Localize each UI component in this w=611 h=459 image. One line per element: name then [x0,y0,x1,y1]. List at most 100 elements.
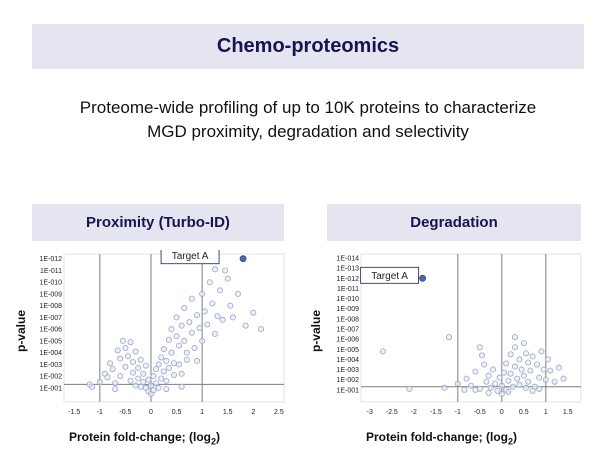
data-point [522,350,529,357]
data-point [211,266,218,273]
y-tick-label: 1E-013 [336,266,359,273]
data-point [509,383,516,390]
data-point [165,364,172,371]
data-point [204,321,211,328]
data-point [472,368,479,375]
y-tick-label: 1E-001 [39,385,62,392]
y-tick-label: 1E-006 [39,327,62,334]
x-tick-label: -1 [97,409,103,416]
data-point [494,387,501,394]
y-tick-label: 1E-009 [39,291,62,298]
data-point [163,386,170,393]
data-point [140,370,147,377]
data-point [520,372,527,379]
data-point [380,348,387,355]
data-point [186,319,193,326]
x-tick-label: 1.5 [563,409,573,416]
x-tick-label: -1.5 [68,409,80,416]
data-point [109,366,116,373]
data-point [527,367,534,374]
data-point [176,342,183,349]
y-tick-label: 1E-010 [336,296,359,303]
data-point [176,361,183,368]
data-point [181,337,188,344]
data-point [168,349,175,356]
x-tick-label: 2.5 [274,409,284,416]
data-point [206,279,213,286]
data-point [96,379,103,386]
chart-2-xlabel: Protein fold-change; (log2) [366,430,517,446]
data-point [551,378,558,385]
data-point [165,336,172,343]
y-tick-label: 1E-011 [40,268,62,275]
y-tick-label: 1E-010 [39,280,62,287]
data-point [516,356,523,363]
data-point [540,366,547,373]
annotation-label: Target A [371,271,408,282]
annotation-box [160,250,220,265]
x-tick-label: 1 [200,409,204,416]
header-banner: Chemo-proteomics [32,24,584,69]
data-point [178,322,185,329]
data-point [137,356,144,363]
y-tick-label: 1E-004 [39,350,62,357]
data-point [227,302,234,309]
data-point [104,374,111,381]
subtitle-line-1: Proteome-wide profiling of up to 10K pro… [79,98,537,117]
data-point [132,348,139,355]
data-point [145,376,152,383]
data-point [183,349,190,356]
x-tick-label: 0.5 [172,409,182,416]
data-point [533,361,540,368]
chart-1-xlabel: Protein fold-change; (log2) [69,430,220,446]
data-point [163,357,170,364]
data-point [542,376,549,383]
chart-1-ylabel: p-value [14,310,28,353]
data-point [196,325,203,332]
data-point [222,267,229,274]
data-point [194,357,201,364]
x-tick-label: 1.5 [223,409,233,416]
data-point [467,382,474,389]
x-tick-label: 0.5 [519,409,529,416]
data-point [112,386,119,393]
data-point [229,314,236,321]
data-point [522,384,529,391]
x-tick-label: -0.5 [119,409,131,416]
data-point [520,340,527,347]
data-point [529,387,536,394]
data-point [525,359,532,366]
data-point [489,366,496,373]
data-point [560,375,567,382]
data-point [140,379,147,386]
data-point [158,354,165,361]
chart-1-title: Proximity (Turbo-ID) [32,204,284,241]
x-tick-label: -1.5 [430,409,442,416]
data-point [511,344,518,351]
y-tick-label: 1E-008 [39,303,62,310]
data-point [544,356,551,363]
data-point [132,382,139,389]
data-point [214,313,221,320]
data-point [155,384,162,391]
data-point [150,373,157,380]
target-point [419,274,426,282]
chart-2-xlabel-sub: 2 [508,436,514,447]
data-point [536,374,543,381]
y-tick-label: 1E-005 [336,347,359,354]
data-point [170,360,177,367]
data-point [114,347,121,354]
data-point [130,369,137,376]
data-point [119,337,126,344]
x-tick-label: -0.5 [474,409,486,416]
data-point [158,375,165,382]
data-point [500,369,507,376]
y-tick-label: 1E-008 [336,316,359,323]
target-point [239,255,247,263]
y-tick-label: 1E-011 [337,286,359,293]
data-point [536,385,543,392]
data-point [234,290,241,297]
data-point [181,305,188,312]
data-point [124,353,131,360]
data-point [150,387,157,394]
